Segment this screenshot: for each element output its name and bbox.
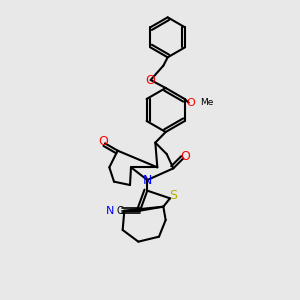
Text: S: S bbox=[169, 189, 177, 202]
Text: O: O bbox=[146, 74, 156, 86]
Text: O: O bbox=[98, 135, 108, 148]
Text: C: C bbox=[117, 206, 123, 216]
Text: N: N bbox=[106, 206, 114, 216]
Text: O: O bbox=[180, 150, 190, 163]
Text: N: N bbox=[142, 173, 152, 187]
Text: Me: Me bbox=[200, 98, 213, 107]
Text: O: O bbox=[186, 98, 195, 108]
